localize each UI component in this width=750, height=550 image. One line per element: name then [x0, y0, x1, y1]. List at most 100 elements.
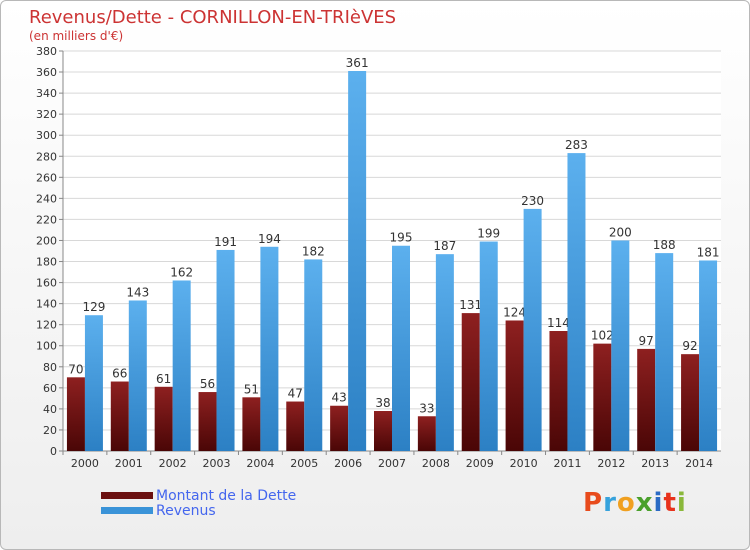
data-label-debt: 124: [503, 305, 526, 319]
bar-revenus: [567, 153, 586, 451]
data-label-debt: 43: [331, 391, 346, 405]
y-tick-label: 240: [36, 192, 57, 205]
bar-revenus: [655, 253, 674, 451]
proxiti-logo: Proxiti: [583, 488, 687, 518]
x-tick-label: 2008: [422, 457, 450, 470]
x-tick-label: 2005: [290, 457, 318, 470]
bar-debt: [681, 354, 700, 451]
bar-revenus: [611, 240, 630, 451]
y-tick-label: 200: [36, 234, 57, 247]
bar-revenus: [523, 208, 542, 451]
bar-revenus: [128, 300, 147, 451]
data-label-revenus: 182: [302, 244, 325, 258]
data-label-revenus: 194: [258, 232, 281, 246]
y-tick-label: 80: [43, 361, 57, 374]
y-tick-label: 120: [36, 319, 57, 332]
bar-debt: [417, 416, 436, 451]
legend-swatch-revenus: [101, 507, 153, 514]
data-label-debt: 51: [244, 382, 259, 396]
x-tick-label: 2003: [203, 457, 231, 470]
x-tick-label: 2004: [246, 457, 274, 470]
x-tick-label: 2014: [685, 457, 713, 470]
data-label-revenus: 143: [126, 285, 149, 299]
x-tick-label: 2012: [597, 457, 625, 470]
bar-debt: [110, 381, 129, 451]
data-label-debt: 56: [200, 377, 215, 391]
logo-letter: P: [583, 488, 604, 518]
bar-debt: [154, 386, 173, 451]
y-tick-label: 320: [36, 108, 57, 121]
bar-revenus: [84, 315, 103, 451]
logo-letter: i: [676, 488, 687, 518]
bar-debt: [461, 313, 480, 451]
data-label-debt: 131: [459, 298, 482, 312]
bar-revenus: [479, 241, 498, 451]
data-label-revenus: 129: [82, 300, 105, 314]
bar-debt: [374, 411, 392, 451]
bar-debt: [286, 401, 305, 451]
data-label-revenus: 361: [346, 56, 369, 70]
bar-revenus: [304, 259, 323, 451]
bar-revenus: [392, 245, 410, 451]
x-tick-label: 2000: [71, 457, 99, 470]
y-tick-label: 340: [36, 87, 57, 100]
logo-letter: x: [635, 488, 654, 518]
legend-label-debt: Montant de la Dette: [156, 487, 297, 504]
x-tick-label: 2013: [641, 457, 669, 470]
x-tick-label: 2009: [466, 457, 494, 470]
logo-letter: i: [653, 488, 664, 518]
bar-debt: [198, 392, 217, 451]
data-label-revenus: 283: [565, 138, 588, 152]
logo-letter: r: [603, 488, 617, 518]
bar-revenus: [435, 254, 454, 451]
x-tick-label: 2006: [334, 457, 362, 470]
data-label-revenus: 187: [433, 239, 456, 253]
data-label-revenus: 230: [521, 194, 544, 208]
data-label-revenus: 195: [390, 231, 413, 245]
legend-label-revenus: Revenus: [156, 502, 216, 519]
data-label-revenus: 188: [653, 238, 676, 252]
x-tick-label: 2002: [159, 457, 187, 470]
y-tick-label: 40: [43, 403, 57, 416]
x-tick-label: 2001: [115, 457, 143, 470]
chart-legend: Montant de la Dette Revenus: [101, 487, 297, 519]
y-tick-label: 20: [43, 424, 57, 437]
y-tick-label: 380: [36, 45, 57, 58]
chart-subtitle: (en milliers d'€): [29, 29, 124, 43]
bar-debt: [66, 377, 85, 451]
bar-debt: [242, 397, 261, 451]
logo-letter: t: [663, 488, 677, 518]
data-label-debt: 33: [419, 401, 434, 415]
data-label-revenus: 181: [697, 245, 720, 259]
y-tick-label: 180: [36, 256, 57, 269]
bar-revenus: [260, 246, 279, 451]
data-label-debt: 61: [156, 372, 171, 386]
legend-item-revenus: Revenus: [101, 502, 296, 519]
y-tick-label: 280: [36, 150, 57, 163]
bar-revenus: [699, 260, 718, 451]
legend-swatch-debt: [101, 492, 153, 499]
x-tick-label: 2011: [553, 457, 581, 470]
bar-debt: [330, 405, 349, 451]
data-label-revenus: 200: [609, 225, 632, 239]
bar-debt: [593, 343, 612, 451]
y-tick-label: 140: [36, 298, 57, 311]
data-label-debt: 47: [288, 387, 303, 401]
bar-revenus: [172, 280, 191, 451]
data-label-revenus: 191: [214, 235, 237, 249]
y-tick-label: 360: [36, 66, 57, 79]
logo-letter: o: [616, 488, 636, 518]
y-tick-label: 0: [50, 445, 57, 458]
data-label-debt: 38: [375, 396, 390, 410]
data-label-debt: 66: [112, 367, 127, 381]
y-tick-label: 260: [36, 171, 57, 184]
data-label-debt: 92: [682, 339, 697, 353]
data-label-revenus: 199: [477, 227, 500, 241]
y-tick-label: 60: [43, 382, 57, 395]
bar-debt: [549, 331, 568, 451]
bar-debt: [637, 348, 656, 451]
x-tick-label: 2007: [378, 457, 406, 470]
bar-revenus: [348, 71, 367, 451]
